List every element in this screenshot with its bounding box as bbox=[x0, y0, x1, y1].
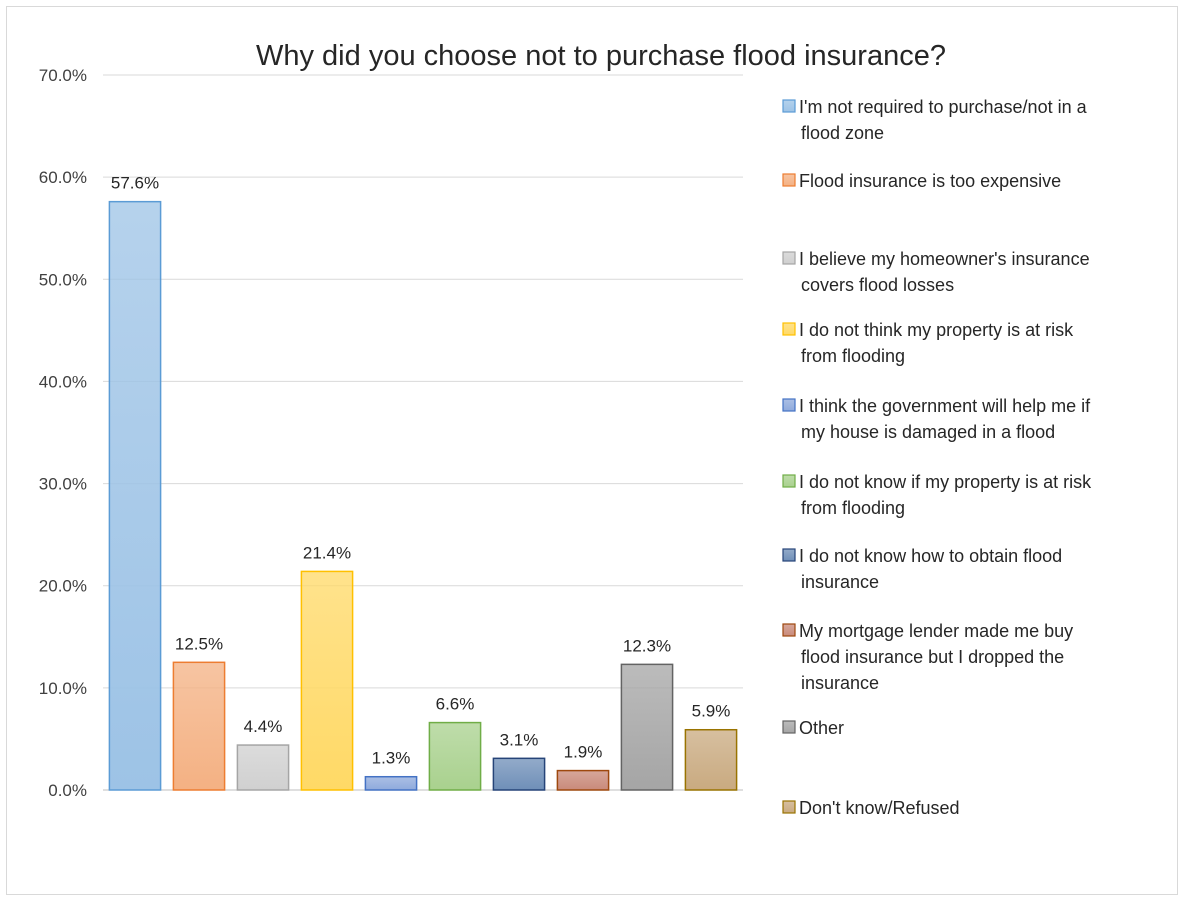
legend-label: My mortgage lender made me buy bbox=[799, 621, 1073, 641]
y-tick-label: 20.0% bbox=[39, 577, 87, 596]
data-label: 1.3% bbox=[372, 749, 411, 768]
legend-item: Flood insurance is too expensive bbox=[782, 171, 1061, 191]
y-tick-label: 40.0% bbox=[39, 372, 87, 391]
data-label: 21.4% bbox=[303, 543, 351, 562]
legend-swatch bbox=[782, 398, 796, 412]
bar bbox=[364, 775, 418, 791]
legend-swatch bbox=[782, 623, 796, 637]
y-tick-label: 0.0% bbox=[48, 781, 87, 800]
legend-label: Don't know/Refused bbox=[799, 798, 960, 818]
legend-label: I do not know how to obtain flood bbox=[799, 546, 1062, 566]
legend-swatch bbox=[782, 251, 796, 265]
legend-swatch bbox=[782, 173, 796, 187]
legend-item: I believe my homeowner's insurance covers… bbox=[782, 249, 1090, 295]
y-tick-label: 60.0% bbox=[39, 168, 87, 187]
legend-item: I do not know how to obtain flood insuran… bbox=[782, 546, 1062, 592]
data-label: 12.5% bbox=[175, 634, 223, 653]
legend-label: covers flood losses bbox=[801, 275, 954, 295]
legend-swatch bbox=[782, 322, 796, 336]
legend-label: I do not know if my property is at risk bbox=[799, 472, 1092, 492]
legend-swatch bbox=[782, 720, 796, 734]
legend-label: I'm not required to purchase/not in a bbox=[799, 97, 1088, 117]
bar bbox=[492, 757, 546, 791]
legend-label: Other bbox=[799, 718, 844, 738]
legend-label: flood zone bbox=[801, 123, 884, 143]
legend-label: flood insurance but I dropped the bbox=[801, 647, 1064, 667]
bar bbox=[172, 661, 226, 791]
legend-swatch bbox=[782, 474, 796, 488]
legend-label: my house is damaged in a flood bbox=[801, 422, 1055, 442]
legend-label: I believe my homeowner's insurance bbox=[799, 249, 1090, 269]
legend-item: I think the government will help me if my… bbox=[782, 396, 1091, 442]
data-label: 3.1% bbox=[500, 730, 539, 749]
chart-frame: Why did you choose not to purchase flood… bbox=[6, 6, 1178, 895]
data-label: 4.4% bbox=[244, 717, 283, 736]
bar bbox=[300, 570, 354, 791]
bar-chart: Why did you choose not to purchase flood… bbox=[39, 40, 1092, 818]
legend-label: from flooding bbox=[801, 498, 905, 518]
legend: I'm not required to purchase/not in a flo… bbox=[782, 97, 1092, 818]
bar bbox=[556, 769, 610, 791]
bars bbox=[108, 200, 738, 791]
y-tick-label: 70.0% bbox=[39, 66, 87, 85]
data-label: 6.6% bbox=[436, 695, 475, 714]
bar bbox=[236, 744, 290, 791]
y-tick-label: 10.0% bbox=[39, 679, 87, 698]
bar bbox=[428, 721, 482, 791]
legend-swatch bbox=[782, 99, 796, 113]
legend-item: I'm not required to purchase/not in a flo… bbox=[782, 97, 1088, 143]
legend-label: I think the government will help me if bbox=[799, 396, 1091, 416]
legend-label: Flood insurance is too expensive bbox=[799, 171, 1061, 191]
data-label: 57.6% bbox=[111, 174, 159, 193]
legend-label: I do not think my property is at risk bbox=[799, 320, 1074, 340]
data-label: 12.3% bbox=[623, 636, 671, 655]
y-tick-label: 50.0% bbox=[39, 270, 87, 289]
legend-swatch bbox=[782, 548, 796, 562]
legend-item: Don't know/Refused bbox=[782, 798, 960, 818]
data-label: 1.9% bbox=[564, 743, 603, 762]
bar bbox=[620, 663, 674, 791]
data-labels: 57.6% 12.5% 4.4% 21.4% 1.3% 6.6% 3.1% 1.9% 12.3%… bbox=[111, 174, 730, 768]
legend-item: Other bbox=[782, 718, 844, 738]
y-tick-label: 30.0% bbox=[39, 475, 87, 494]
y-axis-ticks: 0.0% 10.0% 20.0% 30.0% 40.0% 50.0% 60.0% 70.0% bbox=[39, 66, 87, 800]
legend-label: from flooding bbox=[801, 346, 905, 366]
bar bbox=[108, 200, 162, 791]
bar bbox=[684, 728, 738, 791]
legend-label: insurance bbox=[801, 572, 879, 592]
chart-title: Why did you choose not to purchase flood… bbox=[256, 40, 946, 72]
legend-item: My mortgage lender made me buy flood insu… bbox=[782, 621, 1073, 693]
legend-item: I do not think my property is at risk fro… bbox=[782, 320, 1074, 366]
legend-label: insurance bbox=[801, 673, 879, 693]
legend-swatch bbox=[782, 800, 796, 814]
legend-item: I do not know if my property is at risk f… bbox=[782, 472, 1092, 518]
data-label: 5.9% bbox=[692, 702, 731, 721]
